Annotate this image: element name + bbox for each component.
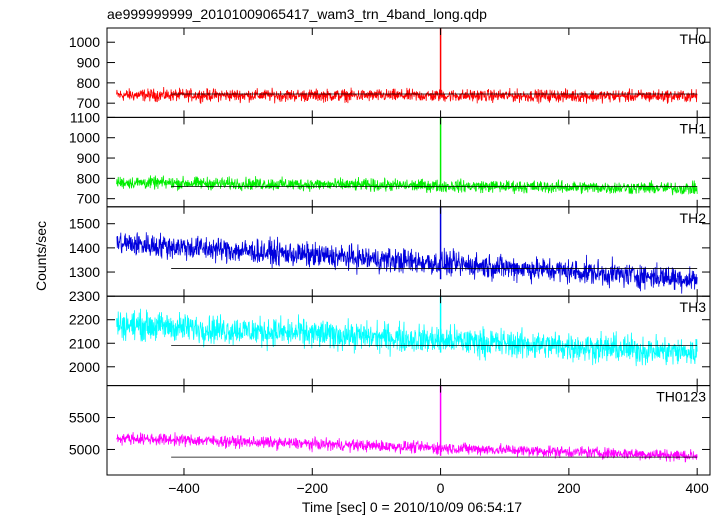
- panel-th0: 700 800 900 1000 TH0: [69, 27, 711, 118]
- panel-frame: [106, 116, 711, 208]
- series-line-th0: [116, 86, 698, 104]
- y-tick-label: 1000: [69, 34, 100, 50]
- panel-th3: 2000 2100 2200 2300 TH3: [69, 288, 711, 387]
- y-tick-label: 700: [77, 191, 101, 207]
- series-line-th3: [116, 308, 698, 367]
- panel-th1: 700 800 900 1000 1100 TH1: [69, 109, 711, 208]
- panel-frame: [106, 27, 711, 118]
- y-tick-label: 5500: [69, 410, 100, 426]
- panel-label: TH0123: [656, 389, 706, 405]
- x-tick-label: 200: [557, 480, 581, 496]
- y-tick-label: 700: [77, 95, 101, 111]
- y-tick-label: 2100: [69, 335, 100, 351]
- y-tick-label: 900: [77, 150, 101, 166]
- y-tick-label: 2200: [69, 312, 100, 328]
- y-tick-label: 2000: [69, 359, 100, 375]
- x-tick-label: 0: [437, 480, 445, 496]
- y-tick-label: 1300: [69, 264, 100, 280]
- series-line-th1: [116, 175, 698, 196]
- y-tick-label: 1100: [70, 109, 100, 125]
- chart-title: ae999999999_20101009065417_wam3_trn_4ban…: [107, 6, 487, 22]
- x-tick-label: −400: [168, 480, 200, 496]
- y-tick-label: 800: [77, 170, 101, 186]
- panel-label: TH1: [680, 120, 707, 136]
- series-line-th0123: [116, 432, 698, 463]
- y-tick-label: 2300: [69, 288, 100, 304]
- x-tick-label: −200: [297, 480, 329, 496]
- panel-label: TH0: [680, 31, 707, 47]
- x-tick-label: 400: [685, 480, 709, 496]
- panel-label: TH2: [680, 210, 707, 226]
- y-tick-label: 1400: [69, 240, 100, 256]
- series-line-th2: [116, 232, 698, 294]
- y-tick-label: 1000: [69, 130, 100, 146]
- y-axis-label: Counts/sec: [33, 221, 49, 291]
- panel-frame: [106, 385, 711, 476]
- panel-th2: 1300 1400 1500 TH2: [69, 206, 711, 297]
- y-tick-label: 5000: [69, 441, 100, 457]
- x-axis-label: Time [sec] 0 = 2010/10/09 06:54:17: [302, 499, 522, 515]
- panel-label: TH3: [680, 299, 707, 315]
- y-tick-label: 800: [77, 75, 101, 91]
- panels-group: 700 800 900 1000 TH0 700 800 900 1000 1100 TH1 1300…: [69, 27, 711, 496]
- y-tick-label: 1500: [69, 216, 100, 232]
- y-tick-label: 900: [77, 55, 101, 71]
- panel-th0123: 5000 5500 TH0123: [69, 385, 711, 476]
